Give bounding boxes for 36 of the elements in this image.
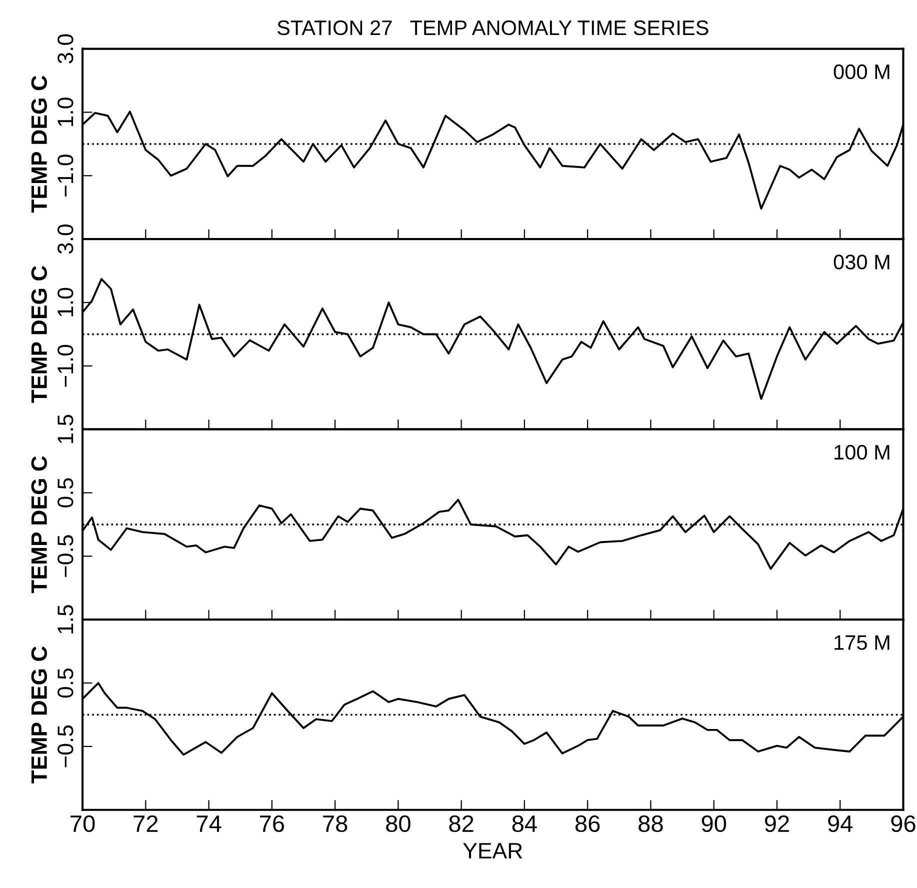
x-tick-label: 76 xyxy=(260,815,284,832)
y-tick-label: 1.5 xyxy=(58,605,74,634)
x-tick-label: 80 xyxy=(386,815,410,832)
x-axis-title: YEAR xyxy=(463,843,522,858)
y-tick-label: 1.5 xyxy=(58,414,74,444)
x-tick-label: 72 xyxy=(134,815,158,832)
y-tick-label: 1.0 xyxy=(58,98,74,126)
y-axis-title: TEMP DEG C xyxy=(31,646,48,784)
x-tick-label: 84 xyxy=(512,815,537,832)
y-tick-label: 0.5 xyxy=(58,478,74,508)
y-tick-label: 3.0 xyxy=(58,224,74,254)
x-tick-label: 90 xyxy=(702,815,726,832)
x-tick-label: 94 xyxy=(828,815,853,832)
annotation: 000 M xyxy=(834,64,890,80)
y-tick-label: 1.0 xyxy=(58,288,74,316)
x-tick-label: 70 xyxy=(70,815,95,832)
annotation: 030 M xyxy=(834,254,890,270)
y-tick-label: 0.5 xyxy=(58,668,74,698)
chart-title: STATION 27 TEMP ANOMALY TIME SERIES xyxy=(277,20,708,36)
x-tick-label: 96 xyxy=(891,815,916,832)
x-tick-label: 88 xyxy=(638,815,663,832)
y-tick-label: −1.0 xyxy=(58,344,74,387)
y-tick-label: −0.5 xyxy=(58,725,74,768)
annotation: 100 M xyxy=(834,444,890,460)
x-tick-label: 82 xyxy=(449,815,474,832)
x-tick-label: 74 xyxy=(196,816,222,832)
x-tick-label: 86 xyxy=(575,815,600,832)
y-axis-title: TEMP DEG C xyxy=(31,266,48,403)
y-axis-title: TEMP DEG C xyxy=(31,76,48,213)
y-axis-title: TEMP DEG C xyxy=(31,456,48,594)
annotation: 175 M xyxy=(834,635,890,650)
y-tick-label: 3.0 xyxy=(58,34,74,64)
y-tick-label: −0.5 xyxy=(58,535,74,578)
x-tick-label: 92 xyxy=(764,815,789,832)
x-tick-label: 78 xyxy=(323,815,348,832)
y-tick-label: −1.0 xyxy=(58,154,74,197)
